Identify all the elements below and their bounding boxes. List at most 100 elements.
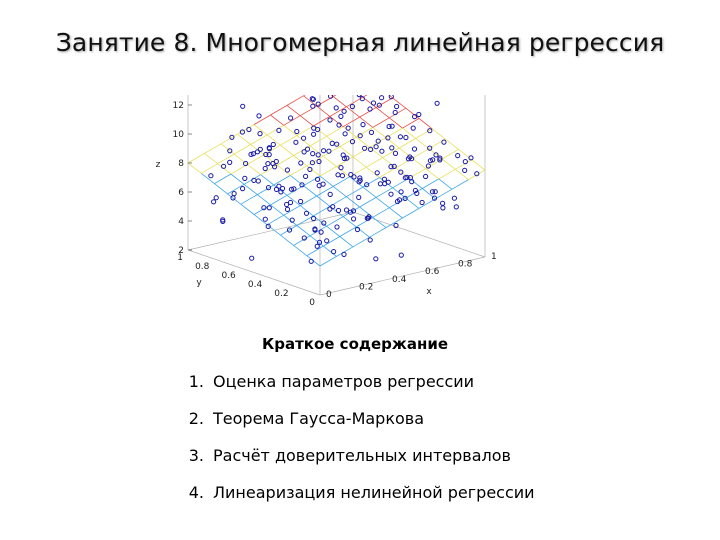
agenda-list: 1. Оценка параметров регрессии 2. Теорема … (150, 368, 535, 516)
plane-gridline (296, 125, 314, 136)
plane-gridline (280, 144, 294, 156)
data-point (389, 145, 395, 151)
data-point (381, 176, 387, 182)
data-point (276, 127, 282, 134)
plane-gridline (346, 106, 360, 118)
data-point (389, 123, 395, 129)
data-point (356, 92, 362, 98)
data-point (262, 216, 268, 222)
data-point (256, 113, 262, 119)
plane-gridline (346, 196, 360, 208)
plane-gridline (422, 188, 436, 200)
plane-gridline (299, 115, 314, 127)
data-point (308, 258, 314, 264)
data-point (263, 151, 269, 158)
plane-gridline (270, 194, 288, 206)
data-point (284, 167, 290, 173)
data-point (388, 94, 394, 100)
data-point (208, 173, 214, 179)
plane-gridline (227, 183, 245, 195)
data-point (462, 167, 468, 174)
data-point (344, 155, 350, 161)
plot-canvas: 246810121416z00.20.40.60.81y00.20.40.60.… (156, 9, 497, 308)
data-point (327, 117, 333, 123)
data-point (367, 237, 373, 243)
data-point (309, 160, 315, 166)
plane-gridline (445, 138, 459, 150)
data-point (398, 189, 404, 195)
plane-gridline (187, 162, 202, 174)
data-point (412, 114, 418, 120)
data-point (338, 165, 344, 171)
plane-gridline (418, 118, 433, 130)
data-point (374, 170, 380, 176)
plane-gridline (365, 157, 383, 168)
data-point (311, 215, 317, 222)
plane-gridline (270, 114, 284, 126)
data-point (220, 218, 226, 225)
data-point (335, 207, 342, 214)
data-point (257, 131, 263, 137)
plane-gridline (299, 195, 317, 206)
z-tick-label: 4 (178, 217, 184, 227)
y-tick-label: 0.4 (248, 280, 263, 290)
plane-gridline (316, 195, 331, 207)
plane-gridline (412, 157, 426, 169)
data-point (288, 115, 294, 121)
plane-gridline (204, 143, 222, 154)
plane-gridline (332, 176, 350, 187)
plane-gridline (233, 153, 248, 165)
plane-gridline (266, 124, 284, 136)
data-point (364, 182, 370, 188)
data-point (299, 182, 305, 188)
x-tick-label: 0.6 (425, 267, 440, 277)
plane-gridline (435, 188, 453, 200)
plane-gridline (214, 173, 232, 184)
plane-gridline (319, 256, 337, 267)
plane-gridline (290, 165, 308, 176)
data-point (386, 123, 392, 130)
y-tick-label: 0 (309, 298, 315, 308)
plane-gridline (451, 179, 469, 190)
plane-gridline (253, 114, 271, 125)
plane-gridline (412, 148, 430, 159)
data-point (409, 156, 415, 162)
data-point (419, 199, 425, 206)
plane-gridline (187, 153, 205, 164)
plane-gridline (372, 127, 387, 139)
data-point (331, 249, 337, 255)
plane-gridline (346, 186, 364, 198)
data-point (250, 151, 257, 157)
axes-box (187, 9, 486, 296)
plane-gridline (283, 205, 301, 216)
agenda-item: 3. Расчёт доверительных интервалов (150, 442, 535, 479)
plane-gridline (326, 225, 341, 237)
plane-gridline (389, 207, 403, 219)
agenda-item-number: 1. (188, 372, 204, 391)
data-point (265, 185, 272, 191)
data-point (402, 195, 408, 202)
data-point (248, 151, 254, 158)
plane-gridline (365, 166, 380, 178)
plane-gridline (402, 127, 416, 139)
data-point (376, 102, 382, 108)
data-point (347, 209, 354, 215)
data-point (338, 113, 344, 119)
data-point (327, 206, 333, 212)
plane-gridline (458, 149, 473, 161)
data-point (341, 155, 347, 162)
data-point (320, 181, 326, 187)
plane-gridline (309, 135, 327, 147)
data-point (284, 206, 291, 213)
data-point (301, 235, 307, 241)
x-tick-label: 0.2 (359, 282, 373, 292)
data-point (440, 200, 446, 206)
plane-gridline (402, 118, 420, 129)
data-point (348, 172, 354, 178)
plane-gridline (375, 97, 393, 108)
data-point (213, 195, 219, 201)
plane-gridline (468, 169, 486, 180)
z-tick-label: 10 (173, 130, 185, 140)
plane-gridline (200, 172, 215, 184)
plane-gridline (422, 178, 440, 189)
